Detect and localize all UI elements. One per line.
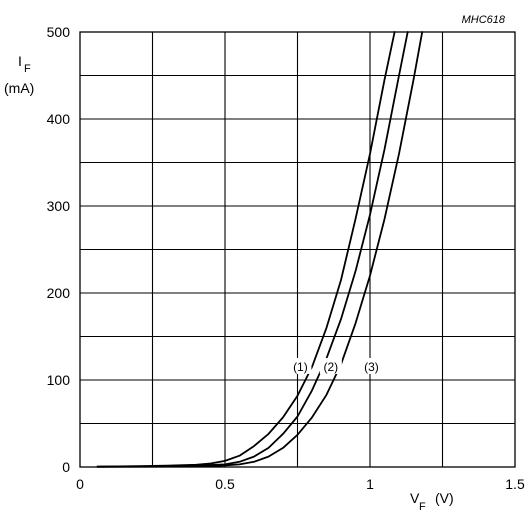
curve-labels: (1) (2) (3) xyxy=(289,357,383,374)
y-tick-label: 500 xyxy=(47,24,71,40)
y-axis-label-main: I xyxy=(18,53,22,69)
curve-3 xyxy=(96,31,424,468)
y-axis-label-unit: (mA) xyxy=(4,80,34,96)
curve-label-2: (2) xyxy=(324,360,339,374)
plot-frame xyxy=(79,31,516,468)
y-tick-label: 100 xyxy=(47,372,71,388)
x-axis-label-main: V xyxy=(410,490,420,506)
curve-label-1: (1) xyxy=(293,360,308,374)
y-tick-label: 400 xyxy=(47,111,71,127)
x-tick-label: 0.5 xyxy=(215,476,235,492)
curve-2 xyxy=(96,31,409,468)
x-axis-label-unit: (V) xyxy=(435,490,454,506)
y-tick-label: 200 xyxy=(47,285,71,301)
y-tick-label: 300 xyxy=(47,198,71,214)
curves xyxy=(96,31,424,468)
x-axis-label: V F (V) xyxy=(410,490,454,513)
y-axis-label-sub: F xyxy=(24,63,31,75)
curve-label-bg xyxy=(319,357,342,374)
grid xyxy=(80,32,515,467)
x-axis-label-sub: F xyxy=(419,501,426,513)
x-tick-label: 1 xyxy=(366,476,374,492)
curve-label-3: (3) xyxy=(364,360,379,374)
x-tick-label: 1.5 xyxy=(505,476,525,492)
curve-label-bg xyxy=(360,357,383,374)
y-tick-label: 0 xyxy=(62,459,70,475)
figure-code: MHC618 xyxy=(462,14,506,26)
y-axis-label: I F (mA) xyxy=(4,53,34,96)
x-tick-labels: 0 0.5 1 1.5 xyxy=(76,476,525,492)
curve-label-bg xyxy=(289,357,312,374)
y-tick-labels: 0 100 200 300 400 500 xyxy=(47,24,71,475)
x-tick-label: 0 xyxy=(76,476,84,492)
